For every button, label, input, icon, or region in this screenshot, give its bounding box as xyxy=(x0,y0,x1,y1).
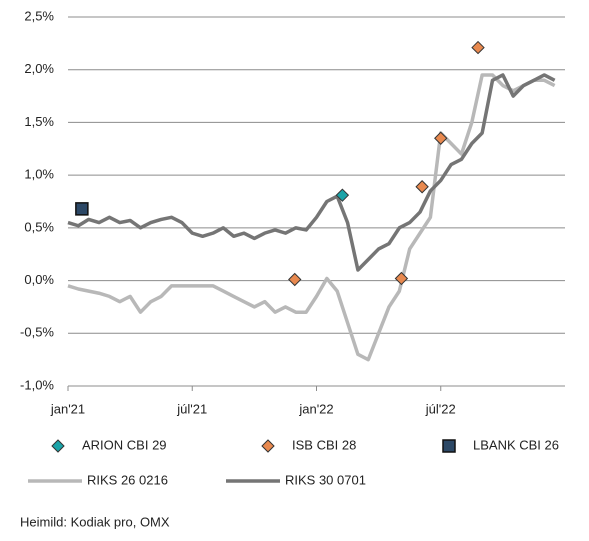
line xyxy=(67,73,556,362)
point xyxy=(75,202,89,216)
x-tick-label: jan'22 xyxy=(298,401,333,416)
y-tick-label: -0,5% xyxy=(20,325,54,340)
line xyxy=(67,73,556,272)
y-tick-label: 2,0% xyxy=(24,61,54,76)
legend-swatch xyxy=(261,439,275,453)
y-tick-label: 1,5% xyxy=(24,114,54,129)
point xyxy=(394,271,409,286)
y-tick-label: 0,5% xyxy=(24,219,54,234)
y-tick-label: -1,0% xyxy=(20,377,54,392)
x-tick-label: júl'21 xyxy=(176,401,207,416)
y-tick-label: 2,5% xyxy=(24,8,54,23)
point xyxy=(434,131,448,145)
legend-label: LBANK CBI 26 xyxy=(473,437,559,452)
legend-label: ARION CBI 29 xyxy=(82,437,167,452)
y-tick-label: 1,0% xyxy=(24,167,54,182)
legend-swatch xyxy=(442,439,456,453)
point xyxy=(288,272,302,287)
point xyxy=(415,180,429,194)
source: Heimild: Kodiak pro, OMX xyxy=(20,514,170,529)
legend-label: RIKS 26 0216 xyxy=(87,472,168,487)
x-tick-label: jan'21 xyxy=(50,401,85,416)
point xyxy=(335,188,350,202)
y-tick-label: 0,0% xyxy=(24,272,54,287)
legend-label: RIKS 30 0701 xyxy=(285,472,366,487)
point xyxy=(471,40,485,55)
legend-swatch xyxy=(51,439,65,453)
x-tick-label: júl'22 xyxy=(425,401,456,416)
legend-label: ISB CBI 28 xyxy=(292,437,356,452)
